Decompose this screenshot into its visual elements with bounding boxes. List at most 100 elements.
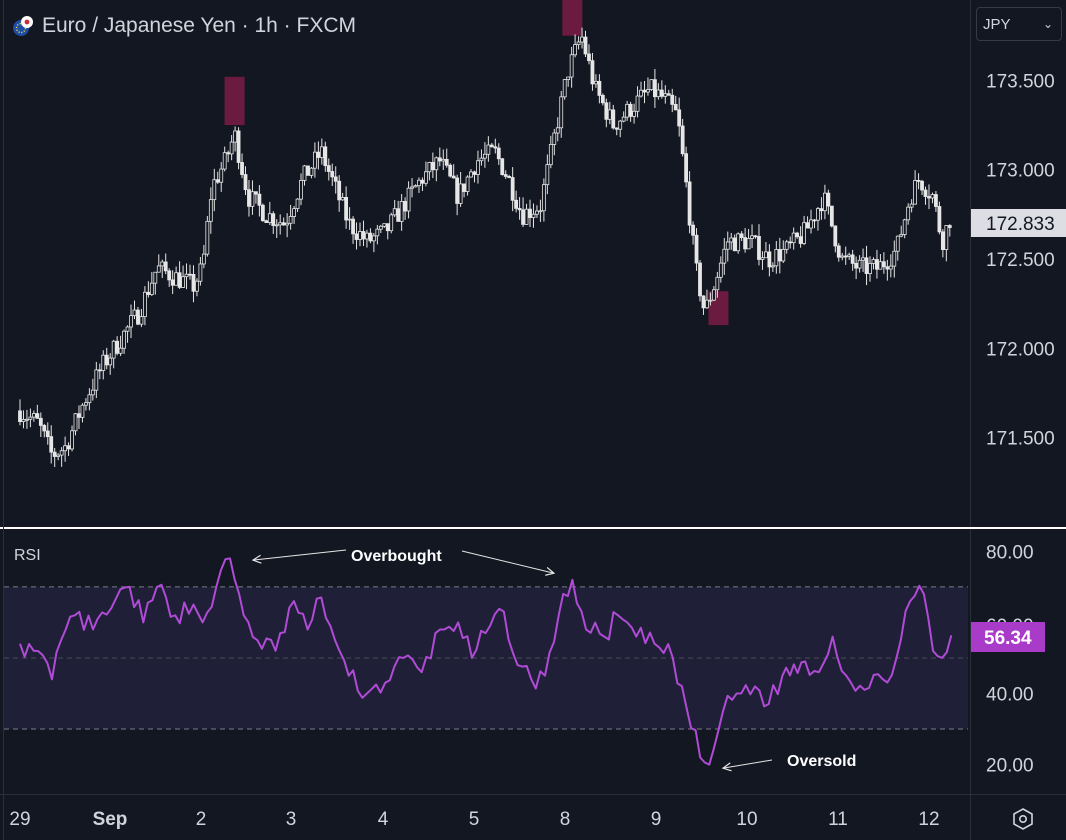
candle-body bbox=[510, 177, 515, 201]
candle-body bbox=[798, 236, 803, 244]
candle-body bbox=[715, 276, 720, 291]
candle-body bbox=[295, 198, 300, 210]
candle-body bbox=[614, 127, 619, 130]
candle-body bbox=[132, 309, 137, 317]
candle-body bbox=[906, 206, 911, 221]
candle-body bbox=[97, 369, 102, 372]
rsi-value-label: 56.34 bbox=[984, 628, 1032, 649]
candle-body bbox=[208, 199, 213, 222]
candle-body bbox=[687, 181, 692, 226]
time-tick-label: 8 bbox=[560, 809, 571, 830]
candle-body bbox=[198, 263, 203, 282]
candle-body bbox=[791, 232, 796, 244]
candle-body bbox=[618, 120, 623, 130]
candle-body bbox=[753, 235, 758, 238]
candle-body bbox=[705, 299, 709, 309]
time-tick-label: 3 bbox=[286, 809, 297, 830]
candle-body bbox=[424, 171, 428, 184]
time-axis[interactable]: 29 Sep 2 3 4 5 8 9 10 11 12 bbox=[9, 809, 939, 830]
chart-title-bar[interactable]: Euro / Japanese Yen · 1h · FXCM bbox=[12, 10, 356, 42]
candle-body bbox=[764, 251, 768, 259]
candle-body bbox=[760, 257, 765, 260]
candle-body bbox=[583, 36, 588, 55]
candle-body bbox=[212, 179, 217, 201]
candle-body bbox=[302, 165, 307, 181]
candle-body bbox=[576, 41, 581, 45]
candle-body bbox=[195, 280, 199, 292]
candle-body bbox=[354, 233, 359, 240]
candle-body bbox=[340, 196, 345, 201]
candle-body bbox=[524, 208, 529, 225]
candle-body bbox=[163, 261, 168, 272]
candle-body bbox=[247, 189, 251, 207]
candle-body bbox=[108, 357, 113, 366]
candle-body bbox=[757, 236, 761, 260]
candle-body bbox=[45, 430, 50, 438]
candle-body bbox=[226, 152, 231, 155]
candle-body bbox=[170, 279, 175, 286]
candle-body bbox=[434, 157, 439, 171]
candle-body bbox=[142, 291, 147, 318]
candle-body bbox=[326, 165, 331, 172]
candle-body bbox=[347, 218, 352, 221]
candle-body bbox=[139, 316, 144, 325]
candle-body bbox=[229, 141, 234, 155]
candle-body bbox=[31, 413, 36, 418]
candle-body bbox=[840, 255, 845, 258]
candle-body bbox=[850, 254, 855, 264]
candle-body bbox=[639, 89, 643, 97]
candle-body bbox=[153, 271, 158, 284]
candle-body bbox=[916, 180, 921, 182]
candle-body bbox=[833, 225, 838, 247]
candle-body bbox=[545, 164, 550, 186]
candle-body bbox=[472, 171, 477, 175]
candlestick-series[interactable] bbox=[18, 27, 952, 467]
candle-body bbox=[541, 184, 546, 212]
candle-body bbox=[250, 191, 255, 207]
candle-body bbox=[770, 265, 775, 268]
candle-body bbox=[940, 231, 945, 250]
candle-body bbox=[101, 354, 106, 371]
price-tick-label: 173.500 bbox=[986, 71, 1055, 92]
candle-body bbox=[323, 146, 328, 166]
candle-body bbox=[847, 254, 852, 257]
candle-body bbox=[947, 225, 952, 228]
candle-body bbox=[351, 218, 355, 235]
candle-body bbox=[857, 259, 862, 269]
candle-body bbox=[90, 389, 95, 396]
candle-body bbox=[25, 418, 29, 421]
candle-body bbox=[580, 36, 584, 43]
candle-body bbox=[611, 109, 616, 129]
rsi-line[interactable] bbox=[19, 557, 953, 766]
price-axis[interactable]: 171.500 172.000 172.500 173.000 173.500 bbox=[986, 71, 1055, 449]
last-price-badge bbox=[971, 209, 1066, 237]
candle-body bbox=[562, 79, 567, 98]
candle-body bbox=[836, 245, 841, 258]
settings-hexagon-icon[interactable] bbox=[1010, 806, 1036, 832]
candle-body bbox=[927, 196, 931, 199]
currency-select[interactable]: JPY ⌄ bbox=[976, 7, 1062, 41]
candle-body bbox=[49, 436, 54, 453]
candle-body bbox=[826, 192, 831, 207]
candle-body bbox=[802, 222, 806, 244]
candle-body bbox=[722, 248, 727, 264]
candle-body bbox=[535, 210, 539, 215]
candle-body bbox=[35, 413, 40, 419]
candle-body bbox=[118, 347, 123, 354]
candle-body bbox=[691, 224, 695, 236]
candle-body bbox=[937, 206, 942, 233]
price-tick-label: 173.000 bbox=[986, 161, 1055, 182]
candle-body bbox=[885, 266, 890, 270]
candle-body bbox=[371, 235, 376, 242]
candle-body bbox=[396, 208, 401, 222]
candle-body bbox=[632, 110, 636, 117]
candle-body bbox=[767, 251, 772, 268]
overbought-label: Overbought bbox=[351, 548, 442, 565]
candle-body bbox=[444, 158, 449, 166]
candle-body bbox=[181, 276, 185, 288]
candle-body bbox=[465, 176, 470, 192]
candle-body bbox=[288, 216, 293, 224]
candle-body bbox=[500, 158, 505, 176]
